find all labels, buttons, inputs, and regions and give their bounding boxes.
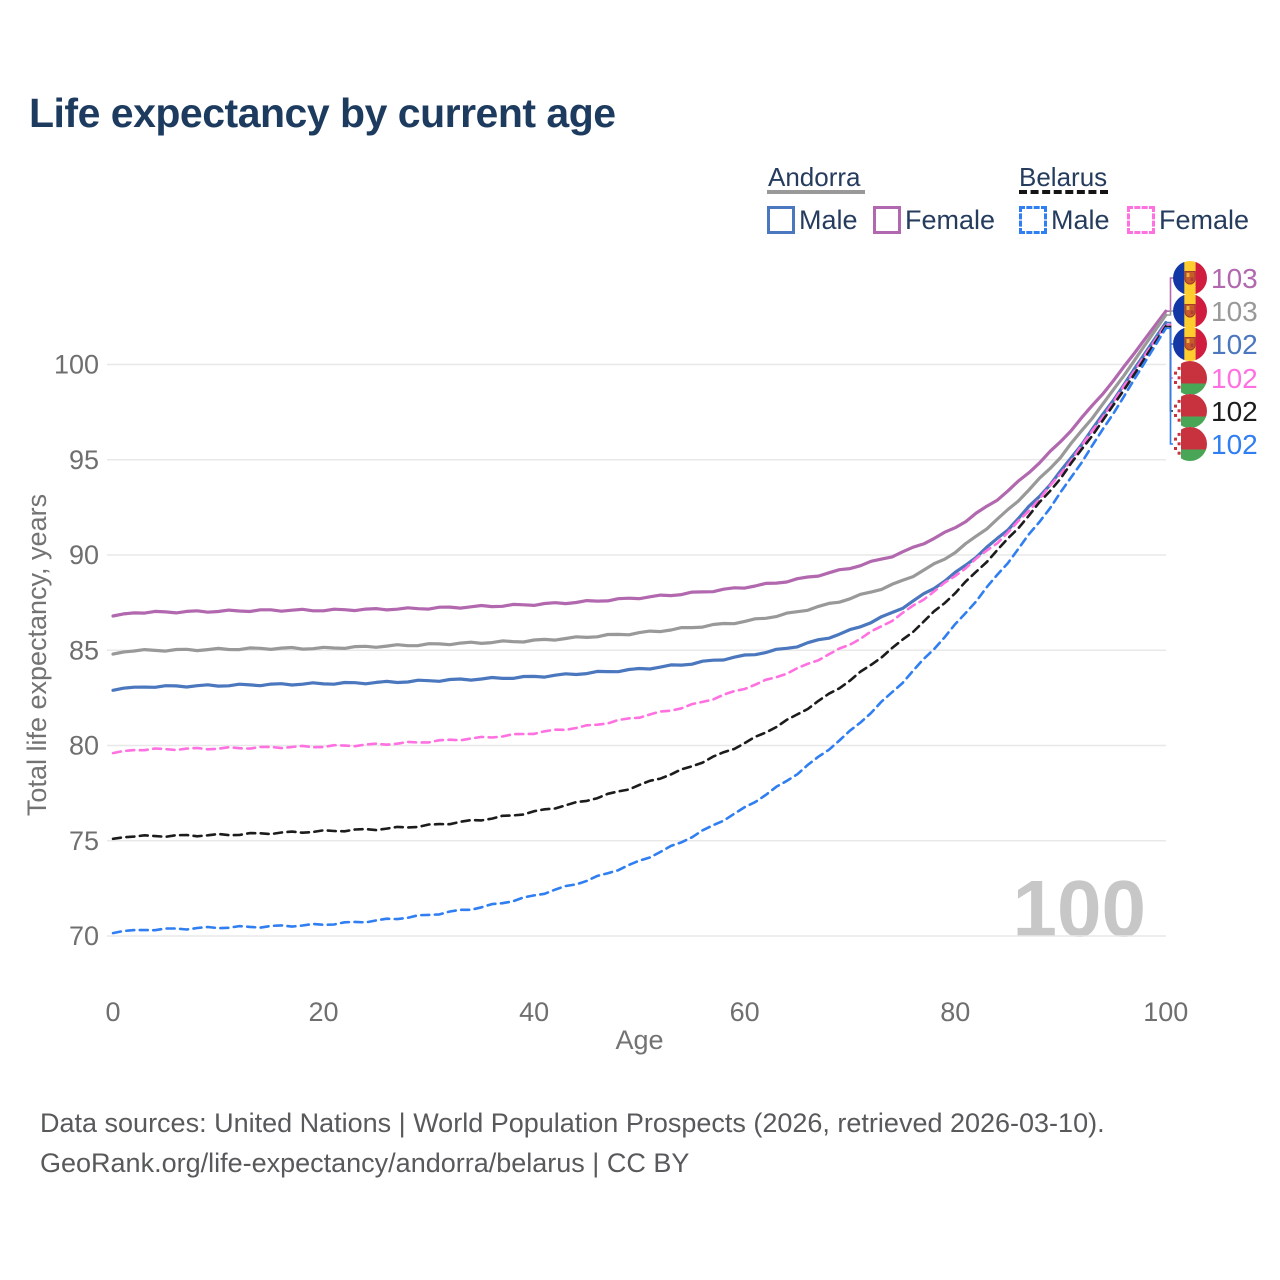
legend-chip-belarus-female[interactable] (1127, 206, 1155, 234)
x-axis-title: Age (615, 1025, 663, 1055)
legend-label-andorra-male[interactable]: Male (799, 205, 858, 235)
end-label-belarus-total: 102 (1211, 396, 1258, 427)
flag-andorra-icon (1173, 327, 1207, 361)
legend-chip-andorra-female[interactable] (873, 206, 901, 234)
connector-belarus-male (1166, 327, 1173, 445)
flag-belarus-icon (1173, 361, 1207, 395)
y-tick-95: 95 (69, 445, 99, 475)
curve-andorra-male (111, 321, 1168, 692)
flag-belarus-icon (1173, 427, 1207, 461)
end-label-belarus-male: 102 (1211, 429, 1258, 460)
y-axis-title: Total life expectancy, years (22, 494, 52, 816)
y-tick-90: 90 (69, 540, 99, 570)
y-tick-80: 80 (69, 731, 99, 761)
x-tick-40: 40 (519, 997, 549, 1027)
page-title: Life expectancy by current age (29, 90, 616, 136)
flag-andorra-icon (1173, 261, 1207, 295)
age-watermark: 100 (1013, 864, 1146, 953)
data-sources-note: Data sources: United Nations | World Pop… (40, 1108, 1105, 1138)
legend-label-belarus-male[interactable]: Male (1051, 205, 1110, 235)
end-label-andorra-total: 103 (1211, 296, 1258, 327)
legend-sample-andorra-line (767, 190, 865, 194)
x-tick-20: 20 (309, 997, 339, 1027)
legend-sample-belarus-line (1019, 190, 1108, 194)
curve-andorra-female (111, 309, 1168, 618)
flag-andorra-icon (1173, 294, 1207, 328)
legend-country-andorra[interactable]: Andorra (768, 162, 861, 192)
x-tick-0: 0 (105, 997, 120, 1027)
curve-belarus-female (111, 323, 1168, 755)
connector-andorra-female (1166, 277, 1173, 312)
connector-andorra-total (1166, 310, 1173, 316)
x-tick-100: 100 (1143, 997, 1188, 1027)
legend-label-belarus-female[interactable]: Female (1159, 205, 1250, 235)
flag-belarus-icon (1173, 394, 1207, 428)
legend-label-andorra-female[interactable]: Female (905, 205, 996, 235)
legend-country-belarus[interactable]: Belarus (1019, 162, 1108, 192)
end-label-andorra-male: 102 (1211, 329, 1258, 360)
y-tick-75: 75 (69, 826, 99, 856)
y-tick-85: 85 (69, 635, 99, 665)
curve-belarus-male (111, 327, 1168, 935)
y-tick-70: 70 (69, 921, 99, 951)
end-label-andorra-female: 103 (1211, 263, 1258, 294)
y-tick-100: 100 (54, 350, 99, 380)
legend-chip-belarus-male[interactable] (1019, 206, 1047, 234)
curve-belarus-total (111, 325, 1168, 841)
curve-andorra-total (111, 313, 1168, 656)
attribution-note: GeoRank.org/life-expectancy/andorra/bela… (40, 1148, 690, 1178)
end-label-belarus-female: 102 (1211, 363, 1258, 394)
x-tick-60: 60 (730, 997, 760, 1027)
legend-chip-andorra-male[interactable] (767, 206, 795, 234)
x-tick-80: 80 (940, 997, 970, 1027)
